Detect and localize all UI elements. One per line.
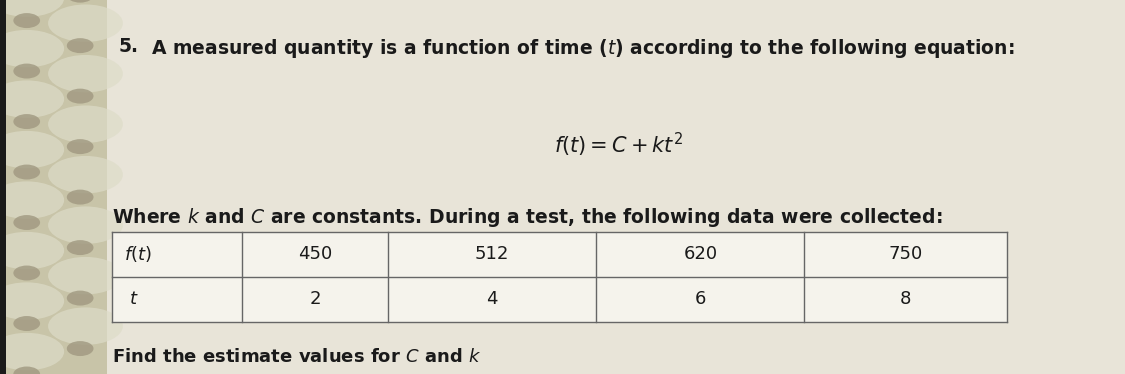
Text: $f(t) = C + kt^2$: $f(t) = C + kt^2$: [555, 131, 683, 159]
Ellipse shape: [0, 30, 64, 67]
Text: $f(t)$: $f(t)$: [124, 244, 152, 264]
Ellipse shape: [48, 55, 123, 92]
Text: 6: 6: [694, 290, 706, 308]
Ellipse shape: [48, 4, 123, 42]
Ellipse shape: [14, 316, 40, 331]
Text: 8: 8: [900, 290, 911, 308]
Ellipse shape: [14, 13, 40, 28]
Ellipse shape: [66, 190, 93, 205]
Ellipse shape: [48, 206, 123, 244]
Text: Where $k$ and $C$ are constants. During a test, the following data were collecte: Where $k$ and $C$ are constants. During …: [112, 206, 943, 229]
Ellipse shape: [14, 266, 40, 280]
Ellipse shape: [48, 307, 123, 345]
Bar: [0, 0, 6, 374]
Text: 4: 4: [486, 290, 498, 308]
Ellipse shape: [48, 156, 123, 193]
Ellipse shape: [0, 333, 64, 370]
Ellipse shape: [48, 257, 123, 294]
Text: 450: 450: [298, 245, 332, 263]
Bar: [112, 232, 1007, 322]
Text: A measured quantity is a function of time ($t$) according to the following equat: A measured quantity is a function of tim…: [138, 37, 1015, 60]
Text: $t$: $t$: [129, 290, 140, 308]
Ellipse shape: [14, 114, 40, 129]
Ellipse shape: [0, 80, 64, 118]
Ellipse shape: [66, 139, 93, 154]
Text: 5.: 5.: [118, 37, 138, 56]
Ellipse shape: [0, 181, 64, 219]
Ellipse shape: [14, 367, 40, 374]
Ellipse shape: [0, 232, 64, 269]
Ellipse shape: [66, 38, 93, 53]
Text: 620: 620: [683, 245, 718, 263]
Ellipse shape: [14, 165, 40, 180]
Bar: [0, 0, 107, 374]
Text: 750: 750: [889, 245, 922, 263]
Ellipse shape: [66, 89, 93, 104]
Ellipse shape: [14, 215, 40, 230]
Ellipse shape: [66, 341, 93, 356]
Ellipse shape: [66, 291, 93, 306]
Ellipse shape: [66, 240, 93, 255]
Text: 2: 2: [309, 290, 321, 308]
Ellipse shape: [14, 64, 40, 79]
Text: 512: 512: [475, 245, 510, 263]
Text: Find the estimate values for $C$ and $k$: Find the estimate values for $C$ and $k$: [112, 348, 481, 366]
Ellipse shape: [0, 282, 64, 320]
Ellipse shape: [0, 131, 64, 168]
Ellipse shape: [48, 105, 123, 143]
Ellipse shape: [0, 0, 64, 17]
Ellipse shape: [66, 0, 93, 3]
